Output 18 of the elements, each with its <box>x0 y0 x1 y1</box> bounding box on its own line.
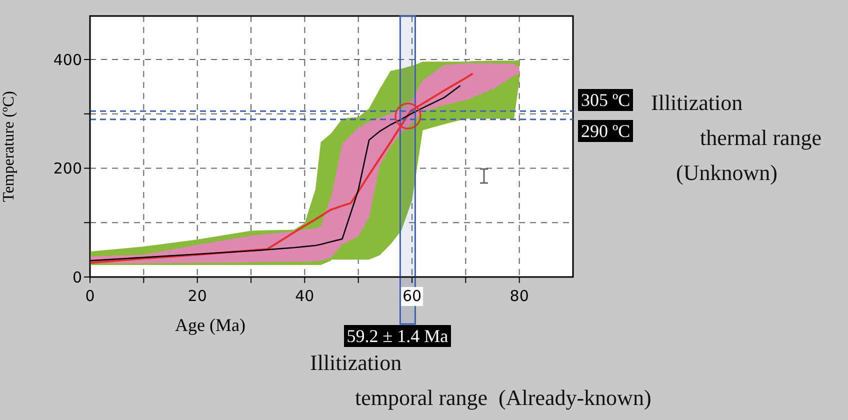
ref-line-label: 305 ºC <box>578 89 634 112</box>
x-axis-title: Age (Ma) <box>175 315 246 336</box>
y-tick-label: 0 <box>72 268 82 286</box>
x-tick-label: 60 <box>402 287 422 305</box>
y-tick-label: 200 <box>53 160 82 178</box>
text: (Unknown) <box>676 160 778 186</box>
ref-line-label: 290 ºC <box>578 120 634 142</box>
x-tick-label: 20 <box>188 287 207 305</box>
text: Illitization <box>310 350 402 376</box>
text: Illitization <box>651 90 743 116</box>
text: temporal range (Already-known) <box>355 385 652 411</box>
x-tick-label: 0 <box>85 287 95 305</box>
band-label: 59.2 ± 1.4 Ma <box>344 325 452 347</box>
x-tick-label: 80 <box>510 287 529 305</box>
text: thermal range <box>700 125 822 151</box>
y-tick-label: 400 <box>53 50 82 69</box>
y-axis-title: Temperature (ºC) <box>0 91 18 202</box>
x-tick-label: 40 <box>295 287 314 305</box>
